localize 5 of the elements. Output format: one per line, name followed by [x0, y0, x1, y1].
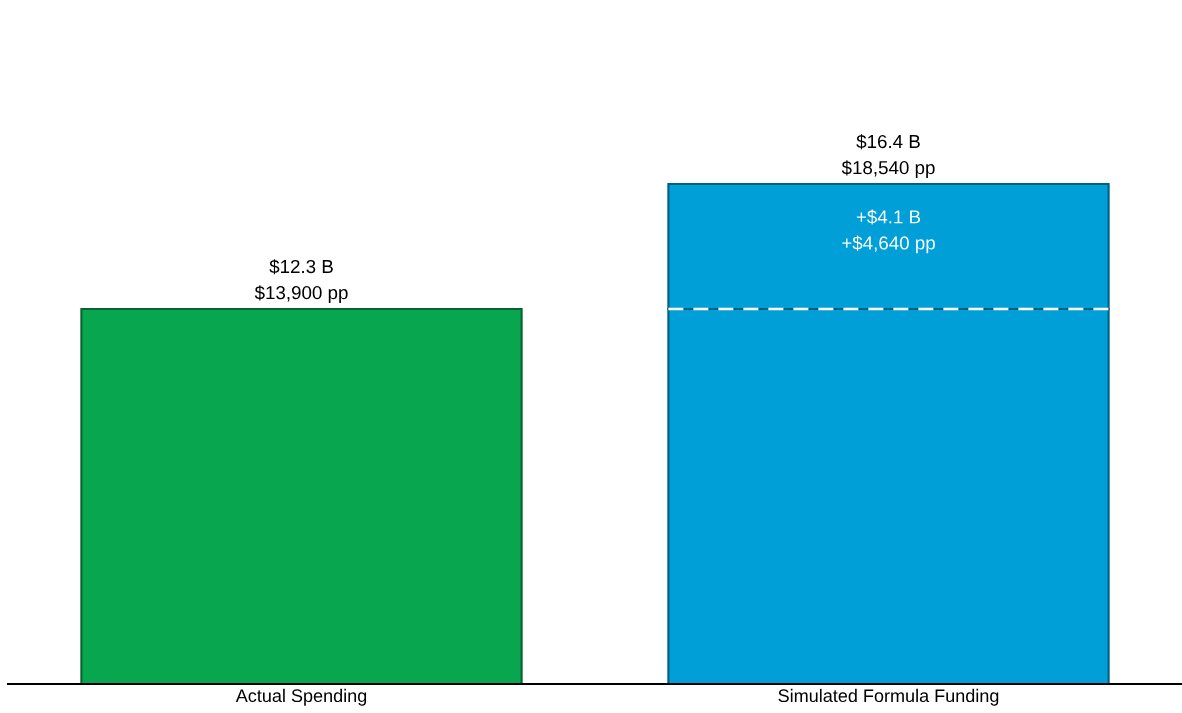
total-label: $16.4 B $18,540 pp [841, 134, 935, 178]
x-tick-label: Simulated Formula Funding [778, 688, 999, 706]
x-tick-label: Actual Spending [235, 688, 367, 706]
data-label: +$4.1 B +$4,640 pp [842, 209, 935, 254]
total-label: $12.3 B $13,900 pp [254, 259, 348, 303]
